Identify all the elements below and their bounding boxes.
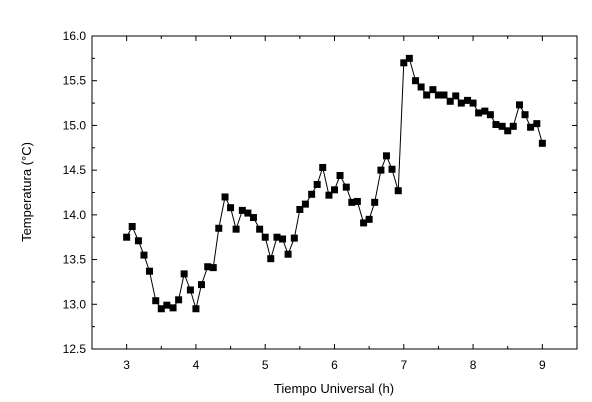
- data-point: [446, 97, 454, 105]
- data-point: [146, 267, 154, 275]
- data-point: [405, 54, 413, 62]
- data-point: [325, 191, 333, 199]
- data-point: [249, 214, 257, 222]
- data-point: [371, 198, 379, 206]
- data-point: [261, 233, 269, 241]
- x-tick-label: 8: [470, 358, 477, 372]
- data-point: [169, 304, 177, 312]
- data-point: [163, 301, 171, 309]
- x-tick-label: 9: [539, 358, 546, 372]
- data-point: [290, 234, 298, 242]
- data-point: [301, 200, 309, 208]
- data-point: [360, 219, 368, 227]
- data-point: [227, 204, 235, 212]
- data-point: [417, 83, 425, 91]
- data-point: [215, 224, 223, 232]
- data-point: [267, 255, 275, 263]
- data-point: [273, 233, 281, 241]
- data-point: [192, 305, 200, 313]
- data-point: [412, 77, 420, 85]
- data-point: [533, 120, 541, 128]
- data-point: [232, 225, 240, 233]
- series-layer: [123, 54, 546, 313]
- data-point: [388, 165, 396, 173]
- data-point: [452, 92, 460, 100]
- data-point: [423, 91, 431, 99]
- x-tick-label: 4: [193, 358, 200, 372]
- data-point: [209, 264, 217, 272]
- data-point: [486, 111, 494, 119]
- data-point: [464, 96, 472, 104]
- data-point: [348, 198, 356, 206]
- x-tick-label: 7: [400, 358, 407, 372]
- data-point: [186, 286, 194, 294]
- data-point: [123, 233, 131, 241]
- data-point: [440, 91, 448, 99]
- y-tick-label: 12.5: [63, 342, 87, 356]
- data-point: [140, 251, 148, 259]
- data-point: [342, 183, 350, 191]
- data-point: [157, 305, 165, 313]
- data-point: [469, 99, 477, 107]
- x-tick-label: 5: [262, 358, 269, 372]
- y-tick-label: 13.0: [63, 297, 87, 311]
- data-point: [221, 193, 229, 201]
- y-axis-title: Temperatura (°C): [19, 142, 34, 242]
- series-line: [126, 57, 543, 311]
- data-point: [365, 215, 373, 223]
- data-point: [336, 172, 344, 180]
- data-point: [382, 152, 390, 160]
- data-point: [475, 109, 483, 117]
- data-point: [134, 237, 142, 245]
- y-tick-label: 15.0: [63, 118, 87, 132]
- data-point: [180, 270, 188, 278]
- data-point: [515, 101, 523, 109]
- data-point: [197, 281, 205, 289]
- data-point: [152, 297, 160, 305]
- data-point: [521, 111, 529, 119]
- data-point: [492, 121, 500, 129]
- data-point: [308, 190, 316, 198]
- data-point: [296, 205, 304, 213]
- x-tick-label: 3: [123, 358, 130, 372]
- data-point: [175, 296, 183, 304]
- y-axis-ticks: 12.5 13.0 13.5 14.0 14.5 15.0 15.5 16.0: [63, 29, 577, 356]
- data-point: [481, 107, 489, 115]
- data-point: [319, 163, 327, 171]
- y-tick-label: 15.5: [63, 74, 87, 88]
- data-point: [527, 123, 535, 131]
- y-tick-label: 14.0: [63, 208, 87, 222]
- x-tick-label: 6: [331, 358, 338, 372]
- y-tick-label: 13.5: [63, 253, 87, 267]
- data-point: [434, 91, 442, 99]
- data-point: [128, 222, 136, 230]
- data-point: [377, 166, 385, 174]
- data-point: [284, 250, 292, 258]
- data-point: [353, 197, 361, 205]
- data-point: [429, 86, 437, 94]
- data-point: [538, 139, 546, 147]
- data-point: [238, 206, 246, 214]
- data-point: [313, 180, 321, 188]
- data-point: [331, 186, 338, 194]
- data-point: [204, 263, 212, 271]
- data-point: [504, 127, 512, 135]
- data-point: [244, 209, 252, 217]
- x-axis-ticks: 3 4 5 6 7 8 9: [91, 36, 578, 372]
- data-point: [498, 122, 506, 130]
- data-point: [457, 99, 465, 107]
- data-point: [400, 59, 408, 67]
- y-tick-label: 14.5: [63, 163, 87, 177]
- data-point: [256, 225, 264, 233]
- y-tick-label: 16.0: [63, 29, 87, 43]
- data-point: [509, 122, 517, 130]
- data-point: [394, 187, 402, 195]
- x-axis-title: Tiempo Universal (h): [274, 381, 394, 396]
- data-point: [279, 235, 287, 243]
